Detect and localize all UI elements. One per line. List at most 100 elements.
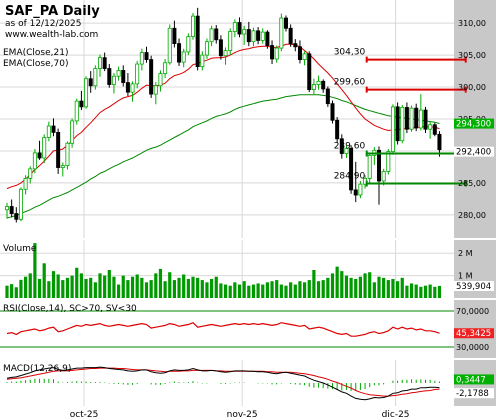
volume-bar <box>47 281 51 298</box>
x-axis-bg <box>0 406 496 420</box>
macd-signal-line <box>6 367 440 397</box>
candle-body <box>307 53 312 91</box>
volume-bar <box>191 276 195 298</box>
candle-body <box>51 125 56 133</box>
candle-body <box>237 22 242 35</box>
candle-body <box>209 28 214 43</box>
volume-bar <box>354 278 358 298</box>
candle-body <box>335 119 340 140</box>
volume-bar <box>396 281 400 298</box>
rsi-title: RSI(Close,14), SC>70, SV<30 <box>3 304 137 314</box>
volume-bar <box>386 280 390 298</box>
volume-bar <box>270 281 274 298</box>
y-tick-label: 300,00 <box>458 83 486 92</box>
candle-body <box>358 183 363 196</box>
volume-bar <box>61 280 65 298</box>
price-grid <box>0 0 454 238</box>
candle-body <box>195 15 200 68</box>
last-price-badge-label: 292,400 <box>456 148 491 158</box>
candle-body <box>88 78 93 87</box>
macd-line <box>6 366 440 401</box>
macd-signal-polyline <box>6 367 440 397</box>
volume-bar <box>228 285 232 298</box>
candle-body <box>9 206 14 214</box>
volume-bar <box>51 271 56 298</box>
volume-bar <box>344 275 349 298</box>
legend-ema70: EMA(Close,70) <box>3 59 68 69</box>
volume-bar <box>79 273 83 298</box>
candle-body <box>130 83 135 93</box>
candle-body <box>5 206 10 211</box>
candle-body <box>18 188 23 220</box>
ema70-polyline <box>6 94 440 219</box>
candle-body <box>395 106 400 142</box>
chart-title: SAF_PA Daily <box>5 4 100 19</box>
candle-body <box>37 152 42 159</box>
candle-body <box>260 31 265 41</box>
candle-body <box>98 57 103 69</box>
x-axis: oct-25 nov-25 dic-25 <box>0 406 496 420</box>
candle-body <box>125 82 130 93</box>
volume-bar <box>37 278 42 298</box>
candle-body <box>330 103 335 121</box>
volume-bar <box>433 286 437 298</box>
volume-bar <box>335 266 339 298</box>
ema21-badge <box>454 118 494 129</box>
candle-body <box>311 84 316 91</box>
volume-bar <box>437 285 442 298</box>
volume-bar <box>163 281 167 298</box>
volume-bar <box>107 270 111 298</box>
y-tick-label: 310,00 <box>458 19 486 28</box>
candle-body <box>251 30 256 43</box>
volume-bar <box>33 243 37 298</box>
volume-bar <box>261 284 265 298</box>
candle-body <box>432 124 437 135</box>
macd-hist-badge <box>454 374 494 385</box>
candle-body <box>74 100 79 122</box>
volume-bar <box>70 275 74 298</box>
volume-bar <box>168 272 172 298</box>
candle-body <box>228 31 233 52</box>
macd-badges: 0,3447 -2,1788 <box>454 374 494 399</box>
volume-bar <box>303 282 307 298</box>
candle-body <box>204 41 209 56</box>
candle-body <box>270 45 275 60</box>
candle-body <box>223 50 228 57</box>
volume-bar <box>275 280 279 298</box>
y-tick-label: 285,00 <box>458 179 486 188</box>
candle-body <box>325 88 330 105</box>
candle-body <box>65 142 70 167</box>
candle-body <box>28 168 33 179</box>
volume-bar <box>312 270 316 298</box>
candle-body <box>390 106 395 152</box>
volume-bar <box>419 286 423 298</box>
candle-body <box>232 22 237 32</box>
volume-bar <box>316 281 321 298</box>
candle-body <box>200 54 205 68</box>
candle-body <box>400 107 405 142</box>
macd-panel: 0,3447 -2,1788 MACD(12,26,9) <box>0 360 496 406</box>
volume-bar <box>349 277 353 298</box>
candle-body <box>46 125 51 138</box>
candle-body <box>56 132 61 168</box>
level-label: 304,30 <box>334 48 366 58</box>
candle-body <box>386 151 391 172</box>
volume-bar <box>358 276 362 298</box>
y-tick-label: 280,00 <box>458 211 486 220</box>
volume-bar <box>10 284 14 298</box>
volume-bar <box>98 273 102 298</box>
volume-bar <box>84 278 88 298</box>
candle-body <box>93 68 98 87</box>
candle-body <box>172 27 177 45</box>
ema21-line <box>6 43 440 190</box>
volume-bar <box>14 287 18 298</box>
rsi-tick-label: 70,0000 <box>456 307 489 316</box>
candle-body <box>60 165 65 168</box>
macd-title: MACD(12,26,9) <box>3 364 71 374</box>
candle-body <box>437 133 442 151</box>
candle-body <box>135 63 140 85</box>
level-label: 299,60 <box>334 78 366 88</box>
volume-bar <box>423 285 428 298</box>
rsi-bands <box>0 310 454 348</box>
candle-body <box>23 178 28 190</box>
